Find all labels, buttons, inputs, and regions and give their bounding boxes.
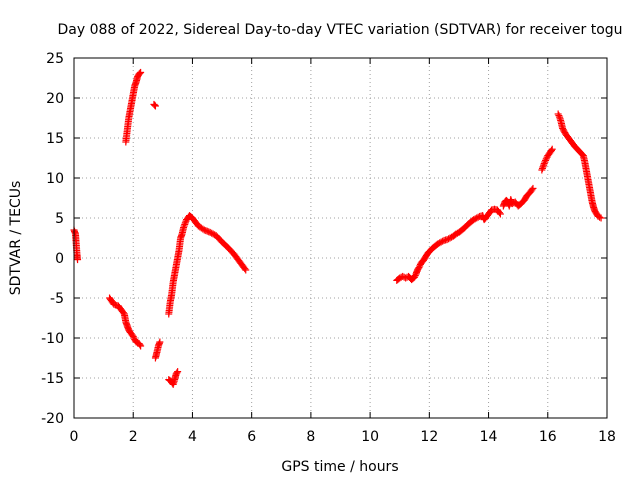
data-point xyxy=(137,68,145,76)
y-tick-label: -10 xyxy=(41,331,64,347)
data-point xyxy=(541,158,549,166)
data-point xyxy=(399,272,407,280)
x-tick-label: 12 xyxy=(420,429,438,445)
x-tick-label: 16 xyxy=(539,429,557,445)
data-point xyxy=(446,234,454,242)
data-point xyxy=(496,210,504,218)
data-point xyxy=(443,236,451,244)
data-point xyxy=(495,209,503,217)
data-point xyxy=(470,216,478,224)
data-point xyxy=(597,214,605,222)
x-tick-label: 18 xyxy=(598,429,616,445)
data-point xyxy=(439,237,447,245)
data-point xyxy=(136,69,144,77)
data-point xyxy=(436,239,444,247)
data-point xyxy=(241,265,249,273)
data-point xyxy=(136,341,144,349)
y-tick-label: -20 xyxy=(41,411,64,427)
x-axis-label: GPS time / hours xyxy=(281,459,398,475)
y-tick-label: 25 xyxy=(46,51,64,67)
data-point xyxy=(135,70,143,78)
data-point xyxy=(542,155,550,163)
data-point xyxy=(445,235,453,243)
data-point xyxy=(411,273,419,281)
data-point xyxy=(542,156,550,164)
x-tick-label: 6 xyxy=(247,429,256,445)
data-point xyxy=(473,214,481,222)
data-point xyxy=(543,153,551,161)
data-point xyxy=(151,102,159,110)
x-tick-label: 4 xyxy=(188,429,197,445)
data-point xyxy=(74,256,82,264)
data-point xyxy=(528,186,536,194)
data-point xyxy=(415,264,423,272)
y-tick-labels: -20 -15 -10 -5 0 5 10 15 20 25 xyxy=(41,51,64,427)
data-point xyxy=(434,240,442,248)
y-tick-label: 20 xyxy=(46,91,64,107)
y-tick-label: -5 xyxy=(50,291,64,307)
y-tick-label: 5 xyxy=(55,211,64,227)
data-point xyxy=(554,110,562,118)
data-point xyxy=(132,338,140,346)
data-point xyxy=(437,238,445,246)
data-point xyxy=(150,100,158,108)
data-point xyxy=(208,229,216,237)
plot-frame xyxy=(73,57,608,419)
x-tick-label: 14 xyxy=(480,429,498,445)
chart-title: Day 088 of 2022, Sidereal Day-to-day VTE… xyxy=(57,22,622,38)
x-tick-label: 0 xyxy=(70,429,79,445)
y-axis-label: SDTVAR / TECUs xyxy=(8,181,24,296)
x-tick-label: 2 xyxy=(129,429,138,445)
data-point xyxy=(206,228,214,236)
x-tick-label: 8 xyxy=(306,429,315,445)
data-point xyxy=(555,112,563,120)
data-point xyxy=(137,342,145,350)
y-tick-label: 10 xyxy=(46,171,64,187)
x-tick-labels: 0 2 4 6 8 10 12 14 16 18 xyxy=(70,429,616,445)
x-tick-label: 10 xyxy=(361,429,379,445)
y-tick-label: -15 xyxy=(41,371,64,387)
data-point xyxy=(396,274,404,282)
data-point xyxy=(173,369,181,377)
data-point xyxy=(594,212,602,220)
data-points xyxy=(70,68,605,388)
data-point xyxy=(452,230,460,238)
data-point xyxy=(548,145,556,153)
chart-grid xyxy=(74,58,607,418)
data-point xyxy=(209,230,217,238)
data-point xyxy=(471,215,479,223)
data-point xyxy=(151,101,159,109)
data-point xyxy=(529,184,537,192)
data-point xyxy=(174,368,182,376)
data-point xyxy=(156,338,164,346)
data-point xyxy=(129,332,137,340)
data-point xyxy=(199,225,207,233)
data-point xyxy=(547,146,555,154)
data-point xyxy=(242,266,250,274)
y-tick-label: 0 xyxy=(55,251,64,267)
data-point xyxy=(596,213,604,221)
y-tick-label: 15 xyxy=(46,131,64,147)
